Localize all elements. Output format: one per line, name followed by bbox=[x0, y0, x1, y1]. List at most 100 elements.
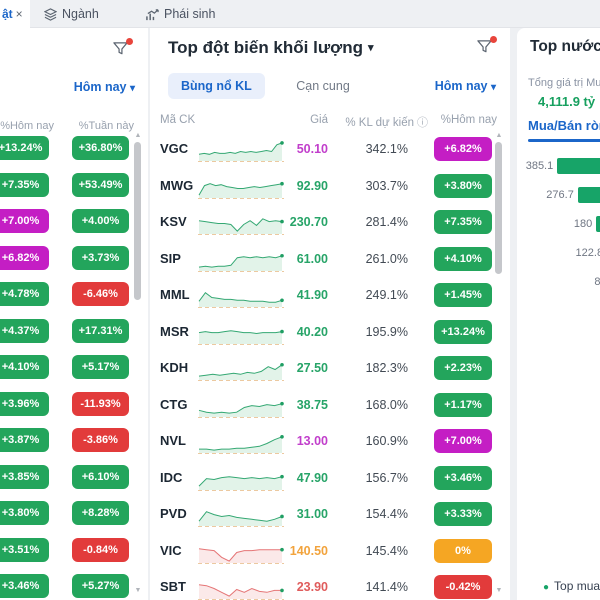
stock-row[interactable]: KDH 27.50 182.3% +2.23% bbox=[150, 350, 502, 387]
col-hom-nay[interactable]: %Hôm nay bbox=[440, 114, 497, 126]
today-change-badge: +3.46% bbox=[0, 574, 49, 598]
today-change-badge: +3.51% bbox=[0, 537, 49, 562]
top-tabbar: ật × Ngành Phái sinh bbox=[0, 0, 600, 28]
panel-title: Top nước ngoài bbox=[530, 38, 600, 55]
today-change-badge: +6.82% bbox=[0, 245, 49, 270]
price-sparkline bbox=[196, 354, 288, 382]
stock-price: 61.00 bbox=[296, 251, 328, 266]
net-bar-row[interactable] bbox=[517, 413, 600, 442]
col-today[interactable]: %Hôm nay bbox=[0, 120, 54, 132]
percent-row[interactable]: +3.87% -3.86% bbox=[0, 422, 148, 459]
stock-price: 230.70 bbox=[289, 215, 328, 229]
scroll-up-icon[interactable]: ▲ bbox=[134, 132, 142, 139]
expected-volume: 145.4% bbox=[365, 543, 408, 558]
stock-price: 140.50 bbox=[289, 543, 328, 558]
stock-row[interactable]: MWG 92.90 303.7% +3.80% bbox=[150, 168, 502, 205]
col-ma-ck[interactable]: Mã CK bbox=[160, 114, 196, 126]
percent-row[interactable]: +7.00% +4.00% bbox=[0, 203, 148, 240]
tab-phai-sinh[interactable]: Phái sinh bbox=[146, 0, 215, 28]
net-bar-row[interactable]: 5 bbox=[517, 326, 600, 355]
expected-volume: 195.9% bbox=[365, 324, 408, 339]
scroll-down-icon[interactable]: ▼ bbox=[134, 587, 142, 594]
expected-volume: 168.0% bbox=[365, 397, 408, 412]
stock-rows: VGC 50.10 342.1% +6.82% MWG 92.90 303.7% +3.80%… bbox=[150, 131, 502, 600]
left-scrollbar[interactable] bbox=[134, 142, 141, 300]
percent-rows: +13.24% +36.80% +7.35% +53.49% +7.00% +4.00% +… bbox=[0, 130, 148, 600]
percent-row[interactable]: +4.10% +5.17% bbox=[0, 349, 148, 386]
percent-row[interactable]: +13.24% +36.80% bbox=[0, 130, 148, 167]
today-change-badge: +4.78% bbox=[0, 282, 49, 306]
stock-ticker: VIC bbox=[160, 542, 182, 558]
mid-period-dropdown[interactable]: Hôm nay ▾ bbox=[434, 79, 496, 93]
net-bar-row[interactable]: 88. bbox=[517, 268, 600, 297]
net-bar-row[interactable]: 122.8 bbox=[517, 239, 600, 268]
stock-row[interactable]: MML 41.90 249.1% +1.45% bbox=[150, 277, 502, 314]
col-week[interactable]: %Tuần này bbox=[78, 120, 134, 132]
net-bar-row[interactable]: 4 bbox=[517, 355, 600, 384]
stock-row[interactable]: CTG 38.75 168.0% +1.17% bbox=[150, 387, 502, 424]
info-icon[interactable]: ⓘ bbox=[417, 117, 428, 129]
stock-ticker: PVD bbox=[160, 506, 187, 521]
stock-row[interactable]: VIC 140.50 145.4% 0% bbox=[150, 533, 502, 570]
percent-row[interactable]: +3.96% -11.93% bbox=[0, 386, 148, 423]
mid-column-headers: Mã CK Giá % KL dự kiến ⓘ %Hôm nay bbox=[150, 114, 502, 134]
percent-row[interactable]: +7.35% +53.49% bbox=[0, 167, 148, 204]
tab-active-clipped[interactable]: ật × bbox=[0, 0, 30, 28]
week-change-badge: -6.46% bbox=[72, 282, 129, 306]
active-tab-underline bbox=[528, 139, 600, 142]
layers-icon bbox=[43, 7, 62, 21]
stock-row[interactable]: VGC 50.10 342.1% +6.82% bbox=[150, 131, 502, 168]
tab-nganh[interactable]: Ngành bbox=[43, 0, 99, 28]
percent-change-panel: Hôm nay ▾ %Hôm nay %Tuần này +13.24% +36.… bbox=[0, 28, 148, 600]
expected-volume: 160.9% bbox=[365, 434, 408, 448]
stock-row[interactable]: MSR 40.20 195.9% +13.24% bbox=[150, 314, 502, 351]
net-buy-bar bbox=[557, 158, 600, 174]
week-change-badge: +5.17% bbox=[72, 355, 129, 379]
net-bar-row[interactable]: 180 bbox=[517, 210, 600, 239]
week-change-badge: +5.27% bbox=[72, 574, 129, 598]
tab-can-cung[interactable]: Cạn cung bbox=[296, 79, 350, 93]
tab-mua-ban-rong[interactable]: Mua/Bán ròng bbox=[528, 118, 600, 133]
net-buy-bar bbox=[577, 187, 600, 203]
net-bar-value: 88. bbox=[594, 276, 600, 288]
net-bar-row[interactable]: 276.7 bbox=[517, 181, 600, 210]
percent-row[interactable]: +3.51% -0.84% bbox=[0, 532, 148, 569]
percent-row[interactable]: +6.82% +3.73% bbox=[0, 240, 148, 277]
expected-volume: 281.4% bbox=[365, 215, 408, 229]
close-icon[interactable]: × bbox=[15, 7, 23, 21]
stock-ticker: KDH bbox=[160, 360, 189, 375]
net-bar-row[interactable] bbox=[517, 384, 600, 413]
stock-ticker: IDC bbox=[160, 469, 183, 485]
scroll-down-icon[interactable]: ▼ bbox=[495, 587, 503, 594]
week-change-badge: +8.28% bbox=[72, 501, 129, 525]
stock-row[interactable]: NVL 13.00 160.9% +7.00% bbox=[150, 423, 502, 460]
stock-row[interactable]: SBT 23.90 141.4% -0.42% bbox=[150, 569, 502, 600]
percent-row[interactable]: +3.46% +5.27% bbox=[0, 568, 148, 600]
percent-row[interactable]: +3.80% +8.28% bbox=[0, 495, 148, 532]
filter-icon[interactable] bbox=[112, 38, 133, 60]
today-change-badge: +2.23% bbox=[434, 356, 492, 380]
today-change-badge: +7.35% bbox=[434, 210, 492, 234]
filter-notification-dot bbox=[126, 38, 133, 45]
stock-row[interactable]: PVD 31.00 154.4% +3.33% bbox=[150, 496, 502, 533]
percent-row[interactable]: +3.85% +6.10% bbox=[0, 459, 148, 496]
filter-icon[interactable] bbox=[476, 36, 497, 58]
left-period-dropdown[interactable]: Hôm nay ▾ bbox=[73, 80, 135, 94]
expected-volume: 261.0% bbox=[365, 251, 408, 266]
mid-scrollbar[interactable] bbox=[495, 142, 502, 274]
tab-bung-no-kl[interactable]: Bùng nổ KL bbox=[168, 73, 265, 99]
col-kl-du-kien[interactable]: % KL dự kiến ⓘ bbox=[345, 117, 428, 129]
net-bar-row[interactable]: 6 bbox=[517, 297, 600, 326]
stock-row[interactable]: KSV 230.70 281.4% +7.35% bbox=[150, 204, 502, 241]
scroll-up-icon[interactable]: ▲ bbox=[495, 132, 503, 139]
percent-row[interactable]: +4.78% -6.46% bbox=[0, 276, 148, 313]
panel-title[interactable]: Top đột biến khối lượng ▾ bbox=[168, 38, 374, 57]
chart-icon bbox=[146, 7, 164, 21]
net-bar-row[interactable]: 385.1 bbox=[517, 152, 600, 181]
stock-row[interactable]: IDC 47.90 156.7% +3.46% bbox=[150, 460, 502, 497]
percent-row[interactable]: +4.37% +17.31% bbox=[0, 313, 148, 350]
tab-phai-sinh-label: Phái sinh bbox=[164, 7, 216, 21]
expected-volume: 141.4% bbox=[365, 580, 408, 594]
stock-row[interactable]: SIP 61.00 261.0% +4.10% bbox=[150, 241, 502, 278]
col-gia[interactable]: Giá bbox=[310, 114, 328, 126]
